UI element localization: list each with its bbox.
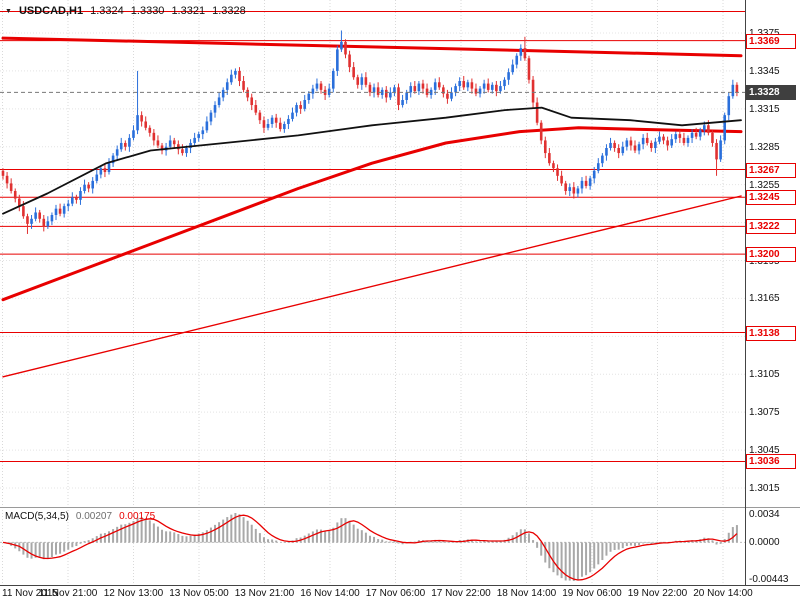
macd-signal-value: 0.00175 <box>119 511 156 522</box>
macd-axis-zero: 0.0000 <box>749 537 780 549</box>
macd-indicator-label: MACD(5,34,5) 0.00207 0.00175 <box>5 511 155 522</box>
price-axis-tick: 1.3345 <box>749 65 780 77</box>
macd-axis-max: 0.0034 <box>749 509 780 520</box>
time-axis-label: 12 Nov 13:00 <box>103 588 164 599</box>
price-axis-tick: 1.3315 <box>749 103 780 115</box>
price-axis-tick: 1.3105 <box>749 369 780 381</box>
price-level-badge: 1.3245 <box>746 190 796 206</box>
price-level-badge: 1.3222 <box>746 219 796 235</box>
time-axis-label: 18 Nov 14:00 <box>496 588 557 599</box>
price-axis-tick: 1.3165 <box>749 293 780 305</box>
macd-indicator-name: MACD(5,34,5) <box>5 511 69 522</box>
symbol-dropdown-icon[interactable]: ▼ <box>5 7 12 15</box>
price-axis-tick: 1.3075 <box>749 407 780 419</box>
price-level-badge: 1.3138 <box>746 325 796 341</box>
price-axis-tick: 1.3015 <box>749 483 780 494</box>
time-axis-label: 11 Nov 2015 <box>2 588 58 599</box>
price-level-badge: 1.3369 <box>746 33 796 49</box>
time-axis-label: 16 Nov 14:00 <box>300 588 360 599</box>
time-axis-label: 17 Nov 22:00 <box>431 588 491 599</box>
time-axis-label: 20 Nov 14:00 <box>693 588 753 599</box>
ohlc-open-value: 1.3324 <box>90 5 124 17</box>
time-axis-label: 19 Nov 06:00 <box>562 588 622 599</box>
ohlc-high-value: 1.3330 <box>130 5 165 17</box>
price-level-badge: 1.3267 <box>746 162 796 178</box>
macd-main-value: 0.00207 <box>75 511 113 522</box>
time-axis-label: 17 Nov 06:00 <box>365 588 426 599</box>
time-axis-label: 11 Nov 21:00 <box>38 588 98 599</box>
price-level-badge: 1.3200 <box>746 247 796 263</box>
symbol-timeframe-label: USDCAD,H1 <box>18 5 84 17</box>
time-axis-label: 19 Nov 22:00 <box>627 588 688 599</box>
ohlc-close-value: 1.3328 <box>212 5 246 17</box>
ohlc-low-value: 1.3321 <box>171 5 206 17</box>
time-axis-label: 13 Nov 21:00 <box>234 588 295 599</box>
price-axis-tick: 1.3375 <box>749 28 780 39</box>
price-axis-tick: 1.3255 <box>749 179 780 191</box>
macd-axis-min: -0.00443 <box>749 574 789 585</box>
price-level-badge: 1.3036 <box>746 454 796 470</box>
time-axis-label: 13 Nov 05:00 <box>169 588 229 599</box>
price-axis-tick: 1.3285 <box>749 141 780 153</box>
price-axis-tick: 1.3045 <box>749 445 780 457</box>
chart-header: ▼ USDCAD,H1 1.3324 1.3330 1.3321 1.3328 <box>5 5 246 17</box>
current-price-badge: 1.3328 <box>746 85 796 101</box>
